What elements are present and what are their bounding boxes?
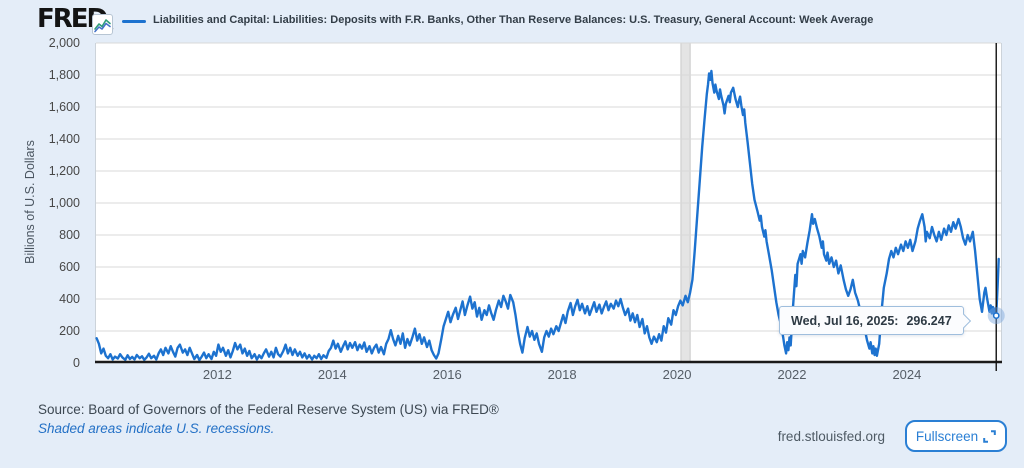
x-tick-label: 2014 [317, 367, 347, 382]
y-tick-label: 200 [59, 324, 80, 338]
y-tick-label: 1,800 [48, 68, 80, 82]
data-series-line [95, 69, 1000, 362]
tooltip-value: 296.247 [906, 313, 952, 328]
y-tick-label: 1,400 [48, 132, 80, 146]
series-legend-title[interactable]: Liabilities and Capital: Liabilities: De… [153, 14, 874, 26]
y-axis-ticks: 0 200 400 600 800 1,000 1,200 1,400 1,600 1,800 2,… [0, 36, 87, 370]
x-tick-label: 2018 [547, 367, 577, 382]
x-tick-label: 2022 [777, 367, 807, 382]
tooltip-date: Wed, Jul 16, 2025: [791, 313, 899, 328]
y-tick-label: 2,000 [48, 36, 80, 50]
y-tick-label: 1,000 [48, 196, 80, 210]
x-axis-ticks: 2012 2014 2016 2018 2020 2022 2024 [95, 367, 1000, 385]
site-url-label: fred.stlouisfed.org [777, 429, 885, 444]
fullscreen-button[interactable]: Fullscreen [905, 420, 1007, 452]
x-tick-label: 2012 [202, 367, 232, 382]
y-tick-label: 600 [59, 260, 80, 274]
fullscreen-button-label: Fullscreen [915, 428, 979, 444]
data-point-tooltip: Wed, Jul 16, 2025: 296.247 [779, 306, 964, 335]
source-attribution: Source: Board of Governors of the Federa… [38, 402, 499, 417]
fred-sparkline-icon [92, 14, 113, 35]
y-tick-label: 400 [59, 292, 80, 306]
y-tick-label: 1,600 [48, 100, 80, 114]
legend-line-swatch [122, 20, 146, 23]
y-tick-label: 1,200 [48, 164, 80, 178]
x-tick-label: 2020 [662, 367, 692, 382]
x-tick-label: 2016 [432, 367, 462, 382]
x-tick-label: 2024 [892, 367, 922, 382]
y-tick-label: 0 [73, 356, 80, 370]
data-point-marker [992, 312, 1000, 319]
recession-note: Shaded areas indicate U.S. recessions. [38, 421, 275, 436]
fullscreen-expand-icon [983, 429, 996, 443]
y-tick-label: 800 [59, 228, 80, 242]
